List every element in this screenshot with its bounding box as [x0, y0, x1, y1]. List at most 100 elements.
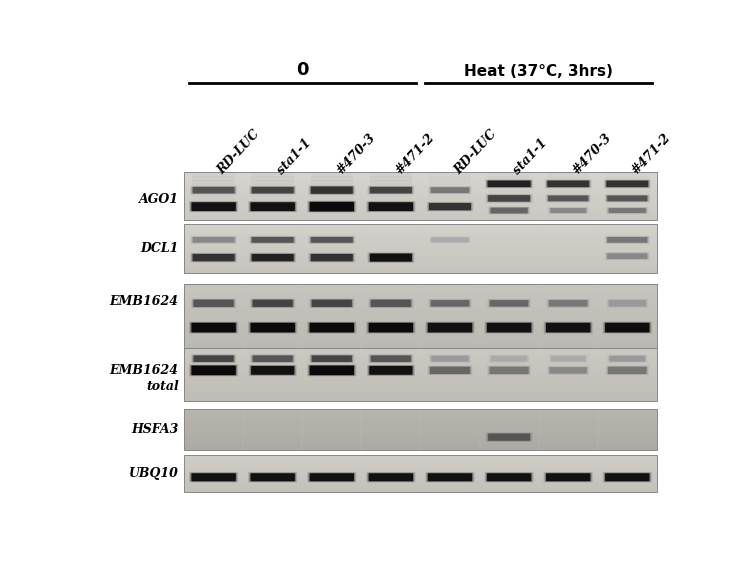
Bar: [184, 419, 657, 420]
FancyBboxPatch shape: [488, 433, 530, 441]
Bar: [184, 472, 657, 473]
FancyBboxPatch shape: [430, 367, 470, 374]
Bar: [184, 190, 657, 192]
Bar: [184, 294, 657, 296]
Bar: [184, 463, 657, 464]
FancyBboxPatch shape: [546, 180, 591, 187]
Text: EMB1624
total: EMB1624 total: [110, 364, 179, 392]
FancyBboxPatch shape: [193, 355, 235, 363]
FancyBboxPatch shape: [250, 472, 296, 482]
FancyBboxPatch shape: [488, 366, 530, 374]
Bar: [184, 251, 657, 253]
Bar: [184, 290, 657, 293]
Bar: [184, 339, 657, 340]
Bar: [184, 459, 657, 460]
FancyBboxPatch shape: [550, 208, 586, 213]
Bar: [184, 429, 657, 430]
FancyBboxPatch shape: [193, 237, 235, 243]
Bar: [184, 298, 657, 301]
FancyBboxPatch shape: [548, 196, 588, 201]
Bar: [184, 354, 657, 356]
Bar: [184, 443, 657, 444]
Bar: [184, 248, 657, 249]
FancyBboxPatch shape: [429, 237, 471, 244]
Bar: [184, 238, 657, 239]
FancyBboxPatch shape: [308, 201, 355, 212]
FancyBboxPatch shape: [189, 201, 238, 212]
Bar: [184, 366, 657, 367]
Bar: [184, 378, 657, 380]
FancyBboxPatch shape: [370, 187, 412, 193]
Bar: [184, 463, 657, 465]
FancyBboxPatch shape: [191, 202, 236, 211]
FancyBboxPatch shape: [191, 354, 236, 363]
Bar: [184, 258, 657, 259]
FancyBboxPatch shape: [250, 201, 296, 211]
Bar: [184, 395, 657, 397]
Bar: [184, 217, 657, 218]
Bar: [184, 331, 657, 332]
FancyBboxPatch shape: [368, 252, 414, 263]
Bar: [184, 409, 657, 450]
Bar: [184, 218, 657, 220]
FancyBboxPatch shape: [310, 237, 353, 243]
FancyBboxPatch shape: [253, 300, 293, 307]
FancyBboxPatch shape: [427, 202, 473, 211]
FancyBboxPatch shape: [191, 298, 236, 308]
Bar: [184, 201, 657, 203]
Bar: [184, 373, 657, 375]
Bar: [184, 313, 657, 315]
FancyBboxPatch shape: [310, 355, 353, 363]
Bar: [184, 202, 657, 204]
Bar: [184, 422, 657, 424]
Bar: [184, 230, 657, 232]
Bar: [184, 363, 657, 364]
FancyBboxPatch shape: [487, 323, 531, 332]
FancyBboxPatch shape: [486, 432, 533, 442]
Bar: [184, 261, 657, 263]
Bar: [184, 461, 657, 462]
FancyBboxPatch shape: [606, 237, 648, 244]
Bar: [184, 227, 657, 228]
Bar: [184, 490, 657, 492]
FancyBboxPatch shape: [250, 237, 295, 244]
FancyBboxPatch shape: [487, 433, 531, 442]
Text: 0: 0: [296, 61, 308, 79]
Bar: [184, 206, 657, 207]
FancyBboxPatch shape: [605, 252, 650, 260]
Bar: [184, 196, 657, 197]
Bar: [184, 371, 657, 373]
Bar: [184, 343, 657, 345]
Bar: [184, 356, 657, 358]
FancyBboxPatch shape: [368, 366, 413, 376]
FancyBboxPatch shape: [488, 180, 531, 187]
Bar: [184, 349, 657, 351]
FancyBboxPatch shape: [310, 366, 354, 375]
FancyBboxPatch shape: [366, 201, 416, 212]
Bar: [184, 374, 657, 376]
Bar: [184, 212, 657, 213]
Bar: [184, 431, 657, 432]
Bar: [184, 296, 657, 297]
Bar: [184, 353, 657, 355]
FancyBboxPatch shape: [250, 186, 296, 194]
FancyBboxPatch shape: [250, 366, 296, 376]
FancyBboxPatch shape: [310, 237, 354, 244]
FancyBboxPatch shape: [428, 299, 471, 308]
Bar: [184, 437, 657, 439]
Bar: [184, 450, 657, 451]
Bar: [184, 442, 657, 444]
Text: UBQ10: UBQ10: [129, 467, 179, 480]
Bar: [184, 207, 657, 208]
Bar: [184, 413, 657, 415]
FancyBboxPatch shape: [248, 201, 297, 212]
FancyBboxPatch shape: [491, 208, 528, 213]
Bar: [184, 340, 657, 342]
FancyBboxPatch shape: [310, 254, 353, 261]
FancyBboxPatch shape: [251, 355, 294, 363]
Bar: [184, 409, 657, 411]
Bar: [184, 215, 657, 217]
FancyBboxPatch shape: [604, 179, 651, 188]
Bar: [184, 286, 657, 288]
FancyBboxPatch shape: [608, 207, 647, 214]
